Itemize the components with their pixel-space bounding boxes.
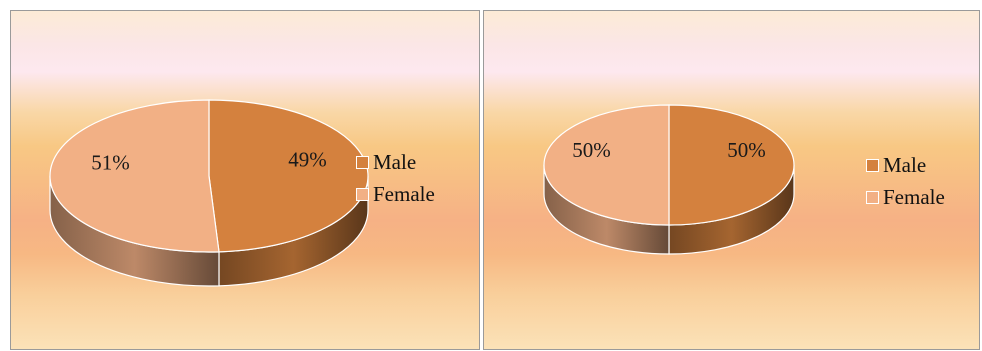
legend-swatch-female (356, 187, 369, 201)
panel-divider (480, 10, 483, 350)
legend-swatch-male (866, 158, 879, 172)
legend-item-female: Female (866, 184, 945, 210)
chart-panel-2: 50% 50% Male Female (483, 10, 980, 350)
data-label-male: 49% (288, 148, 327, 172)
legend-item-female: Female (356, 181, 435, 207)
legend-label-female: Female (883, 184, 945, 209)
data-label-female: 51% (91, 150, 130, 174)
pie-slice-female (543, 104, 670, 226)
legend-item-male: Male (866, 152, 945, 178)
data-label-female: 50% (572, 138, 611, 162)
legend-label-male: Male (373, 149, 417, 174)
data-label-male: 50% (727, 138, 766, 162)
pie-slice-male (208, 99, 369, 253)
legend-swatch-male (356, 155, 369, 169)
pie-chart-2: 50% 50% (543, 104, 795, 255)
legend-2: Male Female (866, 152, 945, 216)
legend-label-male: Male (883, 152, 927, 177)
pie-slice-female (49, 99, 220, 253)
pie-chart-1: 49% 51% (49, 99, 369, 287)
pie-slice-male (668, 104, 795, 226)
legend-item-male: Male (356, 149, 435, 175)
legend-1: Male Female (356, 149, 435, 213)
legend-label-female: Female (373, 181, 435, 206)
legend-swatch-female (866, 190, 879, 204)
chart-panel-1: 49% 51% Male Female (10, 10, 480, 350)
